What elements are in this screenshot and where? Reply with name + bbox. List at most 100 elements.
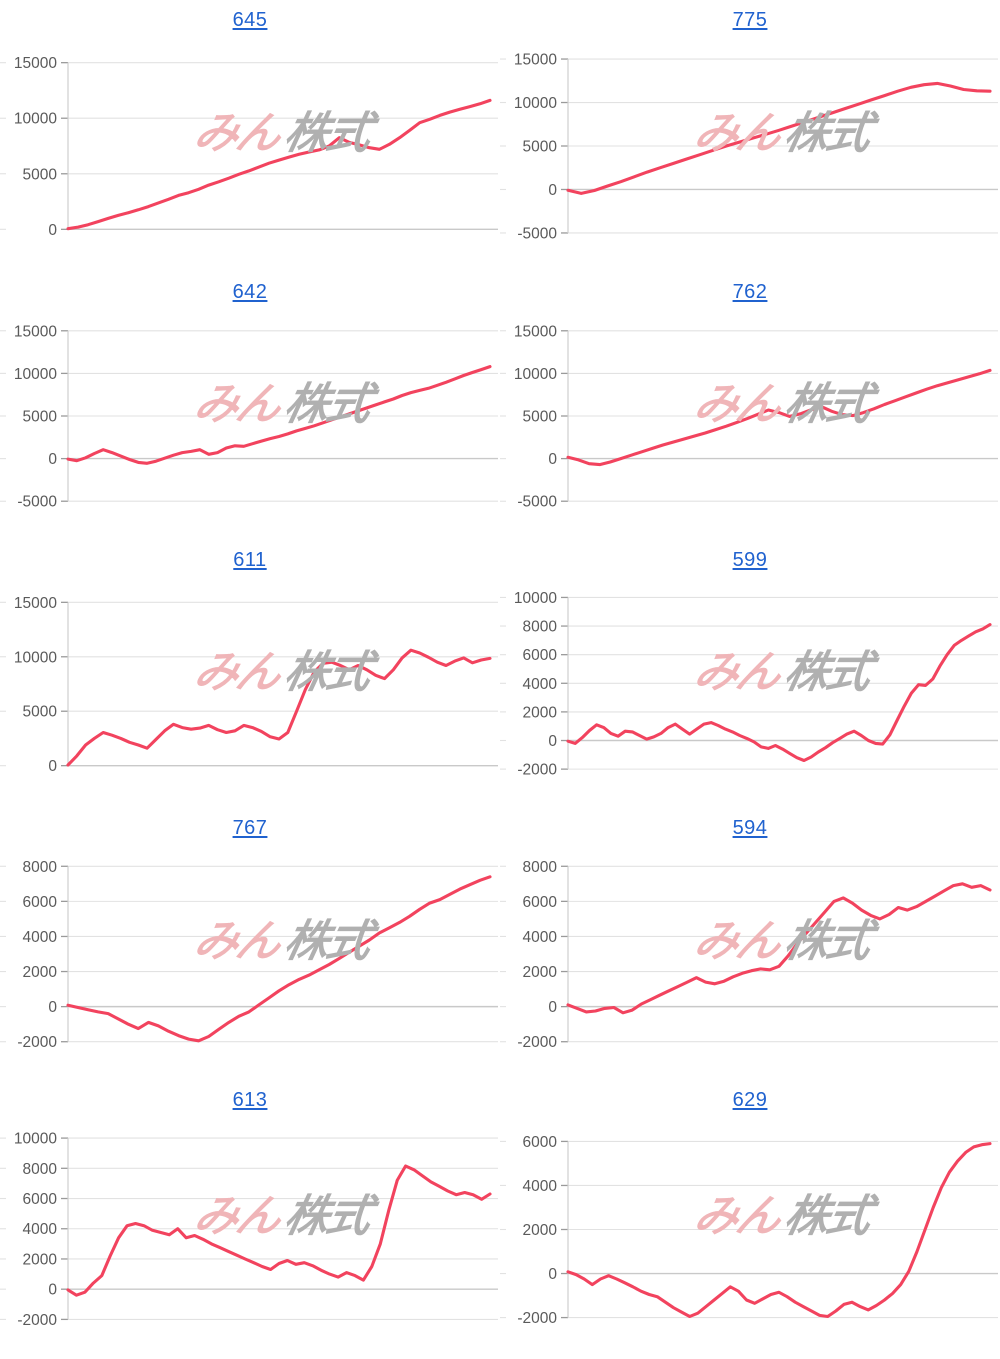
y-tick-label: 15000: [514, 323, 557, 340]
chart-svg: -2000 0 2000 4000 6000: [500, 1134, 998, 1327]
plot-area: 0 5000 10000 15000: [0, 38, 500, 272]
chart-svg: -5000 0 5000 10000 15000: [500, 323, 998, 511]
y-tick-label: -5000: [517, 225, 557, 242]
y-tick-label: 5000: [23, 704, 58, 721]
y-tick-label: -5000: [17, 494, 57, 511]
y-tick-label: 4000: [523, 929, 558, 946]
plot-area: -5000 0 5000 10000 15000: [500, 38, 1000, 272]
chart-cell: 599 -2000 0 2000 4000 6000 8000 10000 みん株式: [500, 540, 1000, 808]
chart-svg: -5000 0 5000 10000 15000: [500, 52, 998, 242]
data-series-line: [566, 623, 992, 763]
chart-svg: -2000 0 2000 4000 6000 8000 10000: [0, 1131, 498, 1329]
y-tick-label: 2000: [23, 964, 58, 981]
y-tick-label: -2000: [517, 1310, 557, 1327]
y-tick-label: 2000: [523, 704, 558, 721]
y-tick-label: 10000: [514, 366, 557, 383]
chart-cell: 613 -2000 0 2000 4000 6000 8000 10000 みん株式: [0, 1080, 500, 1359]
y-tick-label: 5000: [523, 139, 558, 156]
y-tick-label: -2000: [517, 1034, 557, 1051]
y-tick-label: 10000: [14, 1131, 57, 1148]
data-series-line: [566, 1142, 992, 1319]
y-tick-label: 0: [48, 451, 57, 468]
chart-title-link[interactable]: 762: [732, 281, 768, 303]
chart-svg: -2000 0 2000 4000 6000 8000: [500, 859, 998, 1051]
y-tick-label: 10000: [14, 366, 57, 383]
y-tick-label: 15000: [14, 595, 57, 612]
plot-area: -2000 0 2000 4000 6000 8000: [0, 846, 500, 1080]
y-tick-label: 0: [48, 758, 57, 775]
y-tick-label: 6000: [523, 894, 558, 911]
chart-svg: -2000 0 2000 4000 6000 8000: [0, 859, 498, 1051]
chart-title-link[interactable]: 613: [232, 1089, 268, 1111]
y-tick-label: 8000: [523, 859, 558, 876]
y-tick-label: 6000: [23, 1191, 58, 1208]
y-tick-label: 0: [548, 733, 557, 750]
y-tick-label: 0: [548, 1266, 557, 1283]
y-tick-label: 15000: [14, 323, 57, 340]
chart-title-link[interactable]: 599: [732, 549, 768, 571]
y-tick-label: 6000: [523, 1134, 558, 1151]
chart-title: 611: [0, 548, 500, 572]
chart-svg: -2000 0 2000 4000 6000 8000 10000: [500, 590, 998, 779]
chart-title-link[interactable]: 645: [232, 9, 268, 31]
chart-svg: 0 5000 10000 15000: [0, 55, 498, 239]
data-series-line: [66, 98, 492, 231]
data-series-line: [566, 81, 992, 195]
chart-title: 767: [0, 816, 500, 840]
chart-cell: 629 -2000 0 2000 4000 6000 みん株式: [500, 1080, 1000, 1359]
chart-cell: 762 -5000 0 5000 10000 15000 みん株式: [500, 272, 1000, 540]
chart-title: 594: [500, 816, 1000, 840]
chart-svg: -5000 0 5000 10000 15000: [0, 323, 498, 511]
data-series-line: [566, 882, 992, 1015]
chart-cell: 767 -2000 0 2000 4000 6000 8000 みん株式: [0, 808, 500, 1080]
y-tick-label: 15000: [14, 55, 57, 72]
chart-cell: 645 0 5000 10000 15000 みん株式: [0, 0, 500, 272]
y-tick-label: 5000: [23, 409, 58, 426]
y-tick-label: 10000: [514, 590, 557, 607]
y-tick-label: 8000: [523, 619, 558, 636]
plot-area: -5000 0 5000 10000 15000: [0, 310, 500, 540]
chart-title-link[interactable]: 629: [732, 1089, 768, 1111]
chart-title-link[interactable]: 594: [732, 817, 768, 839]
chart-title: 599: [500, 548, 1000, 572]
chart-cell: 775 -5000 0 5000 10000 15000 みん株式: [500, 0, 1000, 272]
y-tick-label: 5000: [523, 409, 558, 426]
y-tick-label: -5000: [517, 494, 557, 511]
chart-title-link[interactable]: 775: [732, 9, 768, 31]
y-tick-label: 10000: [14, 111, 57, 128]
chart-cell: 594 -2000 0 2000 4000 6000 8000 みん株式: [500, 808, 1000, 1080]
chart-title-link[interactable]: 642: [232, 281, 268, 303]
y-tick-label: 4000: [23, 929, 58, 946]
chart-svg: 0 5000 10000 15000: [0, 595, 498, 775]
data-series-line: [66, 875, 492, 1043]
y-tick-label: 4000: [23, 1221, 58, 1238]
plot-area: -2000 0 2000 4000 6000 8000 10000: [0, 1118, 500, 1359]
y-tick-label: 10000: [514, 95, 557, 112]
chart-title-link[interactable]: 611: [233, 549, 267, 571]
y-tick-label: 0: [548, 451, 557, 468]
y-tick-label: -2000: [17, 1312, 57, 1329]
y-tick-label: 8000: [23, 1161, 58, 1178]
y-tick-label: 2000: [23, 1251, 58, 1268]
chart-title: 629: [500, 1088, 1000, 1112]
y-tick-label: 4000: [523, 676, 558, 693]
data-series-line: [66, 648, 492, 767]
y-tick-label: 0: [48, 1282, 57, 1299]
chart-title-link[interactable]: 767: [232, 817, 268, 839]
plot-area: -2000 0 2000 4000 6000 8000 10000: [500, 578, 1000, 808]
chart-title: 642: [0, 280, 500, 304]
chart-cell: 642 -5000 0 5000 10000 15000 みん株式: [0, 272, 500, 540]
y-tick-label: -2000: [17, 1034, 57, 1051]
y-tick-label: -2000: [517, 762, 557, 779]
plot-area: 0 5000 10000 15000: [0, 578, 500, 808]
y-tick-label: 2000: [523, 1222, 558, 1239]
y-tick-label: 5000: [23, 166, 58, 183]
chart-title: 645: [0, 8, 500, 32]
chart-title: 762: [500, 280, 1000, 304]
y-tick-label: 0: [548, 182, 557, 199]
y-tick-label: 0: [48, 222, 57, 239]
y-tick-label: 0: [48, 999, 57, 1016]
chart-cell: 611 0 5000 10000 15000 みん株式: [0, 540, 500, 808]
y-tick-label: 15000: [514, 52, 557, 69]
